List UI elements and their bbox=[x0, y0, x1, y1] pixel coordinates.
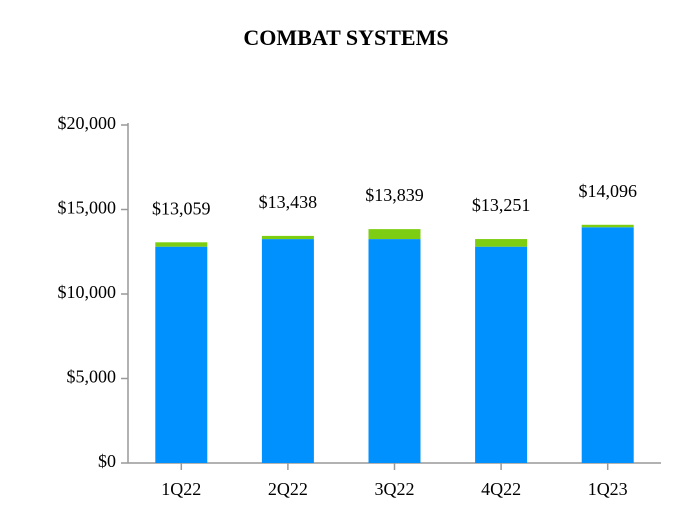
y-tick-label: $10,000 bbox=[58, 282, 117, 302]
bar-segment bbox=[261, 235, 314, 240]
x-tick-label: 1Q22 bbox=[161, 479, 201, 499]
bar-segment bbox=[581, 224, 634, 228]
y-tick-label: $15,000 bbox=[58, 198, 117, 218]
bar-segment bbox=[368, 239, 421, 463]
bar-segment bbox=[475, 246, 528, 463]
bar-segment bbox=[368, 229, 421, 240]
x-tick-label: 2Q22 bbox=[268, 479, 308, 499]
total-label: $13,839 bbox=[365, 185, 424, 205]
bar-segment bbox=[475, 239, 528, 247]
total-label: $13,251 bbox=[472, 195, 531, 215]
y-tick-label: $20,000 bbox=[58, 113, 117, 133]
x-tick-label: 3Q22 bbox=[375, 479, 415, 499]
bar-segment bbox=[581, 227, 634, 463]
y-tick-label: $5,000 bbox=[67, 367, 117, 387]
x-tick-label: 1Q23 bbox=[588, 479, 628, 499]
total-label: $13,059 bbox=[152, 198, 211, 218]
bar-segment bbox=[155, 242, 208, 247]
total-label: $14,096 bbox=[578, 181, 637, 201]
y-tick-label: $0 bbox=[98, 451, 116, 471]
x-tick-label: 4Q22 bbox=[481, 479, 521, 499]
total-label: $13,438 bbox=[259, 192, 318, 212]
bar-segment bbox=[261, 239, 314, 463]
bar-segment bbox=[155, 246, 208, 463]
chart-title: COMBAT SYSTEMS bbox=[243, 25, 448, 50]
